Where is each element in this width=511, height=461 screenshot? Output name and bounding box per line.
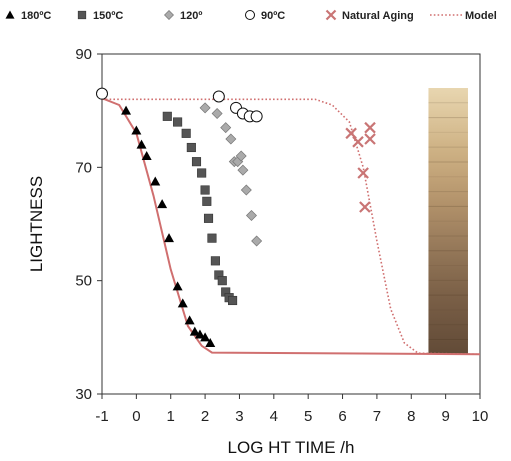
legend-marker-triangle [5,10,15,19]
data-point-square [217,276,227,286]
x-tick-label: -1 [95,408,108,425]
data-point-square [228,295,238,306]
color-bar [428,88,468,355]
x-tick-label: 8 [407,408,415,425]
data-point-triangle [141,151,152,160]
legend-marker-diamond [164,10,174,20]
legend: 180ºC 150ºC 120º 90ºC Natural Aging Model [5,9,497,22]
data-point-diamond [199,102,211,114]
y-tick-label: 90 [75,46,92,63]
x-tick-label: 9 [441,408,449,425]
x-tick-label: 0 [132,408,140,425]
data-point-square [191,157,202,167]
data-point-triangle [121,105,132,115]
data-point-triangle [194,329,205,339]
plot-area [96,53,481,395]
data-point-cross [364,121,376,134]
legend-label: 90ºC [261,10,285,22]
data-point-cross [352,136,364,148]
data-point-square [207,233,217,243]
legend-label: 180ºC [21,10,51,22]
data-point-circle [250,110,263,123]
data-point-square [200,185,210,195]
data-point-square [162,111,172,121]
data-point-diamond [235,150,247,162]
data-point-square [203,213,214,223]
data-point-diamond [211,108,223,119]
data-point-square [186,142,196,153]
legend-label: 150ºC [93,10,123,22]
data-point-circle [212,90,225,103]
legend-marker-cross [325,9,337,21]
data-point-cross [345,127,357,140]
data-point-triangle [150,176,161,186]
y-axis: 30 50 70 90 [75,46,102,403]
data-point-triangle [200,332,211,342]
data-point-diamond [225,133,237,145]
data-point-triangle [177,298,188,308]
x-tick-label: 1 [167,408,175,425]
data-point-square [197,168,207,178]
legend-label: Model [465,10,497,22]
data-point-diamond [220,122,232,134]
x-axis-title: LOG HT TIME /h [228,438,355,457]
x-tick-label: 10 [472,408,489,425]
data-point-square [181,128,191,138]
y-tick-label: 30 [75,386,92,403]
data-point-cross [359,201,371,213]
y-tick-label: 70 [75,159,92,176]
x-tick-label: 6 [338,408,346,425]
data-point-triangle [136,139,147,149]
x-tick-label: 3 [235,408,243,425]
data-point-diamond [237,164,249,176]
data-point-triangle [131,125,142,135]
data-point-diamond [251,235,263,247]
data-point-cross [364,133,376,145]
data-point-diamond [245,210,257,221]
data-point-circle [96,87,108,100]
data-point-triangle [184,315,195,325]
data-point-triangle [164,233,175,243]
y-tick-label: 50 [75,273,92,290]
data-point-triangle [172,281,183,291]
x-tick-label: 2 [201,408,209,425]
data-point-triangle [189,326,200,336]
data-point-triangle [205,338,216,347]
x-tick-label: 4 [270,408,278,425]
legend-label: 120º [180,10,202,22]
data-point-square [173,117,183,127]
data-point-cross [357,167,369,179]
data-point-triangle [157,199,168,209]
data-markers [96,87,376,347]
legend-label: Natural Aging [342,10,414,22]
x-tick-label: 7 [373,408,381,425]
data-point-square [202,196,212,206]
data-point-square [210,256,220,266]
y-axis-title: LIGHTNESS [27,176,46,272]
data-point-diamond [240,184,252,196]
color-bar-strip [428,88,468,355]
plot-frame [101,53,481,395]
legend-marker-square [77,10,87,20]
x-axis: -1 0 1 2 3 4 5 6 7 8 9 10 [95,394,488,425]
x-tick-label: 5 [304,408,312,425]
legend-marker-circle [245,10,255,20]
